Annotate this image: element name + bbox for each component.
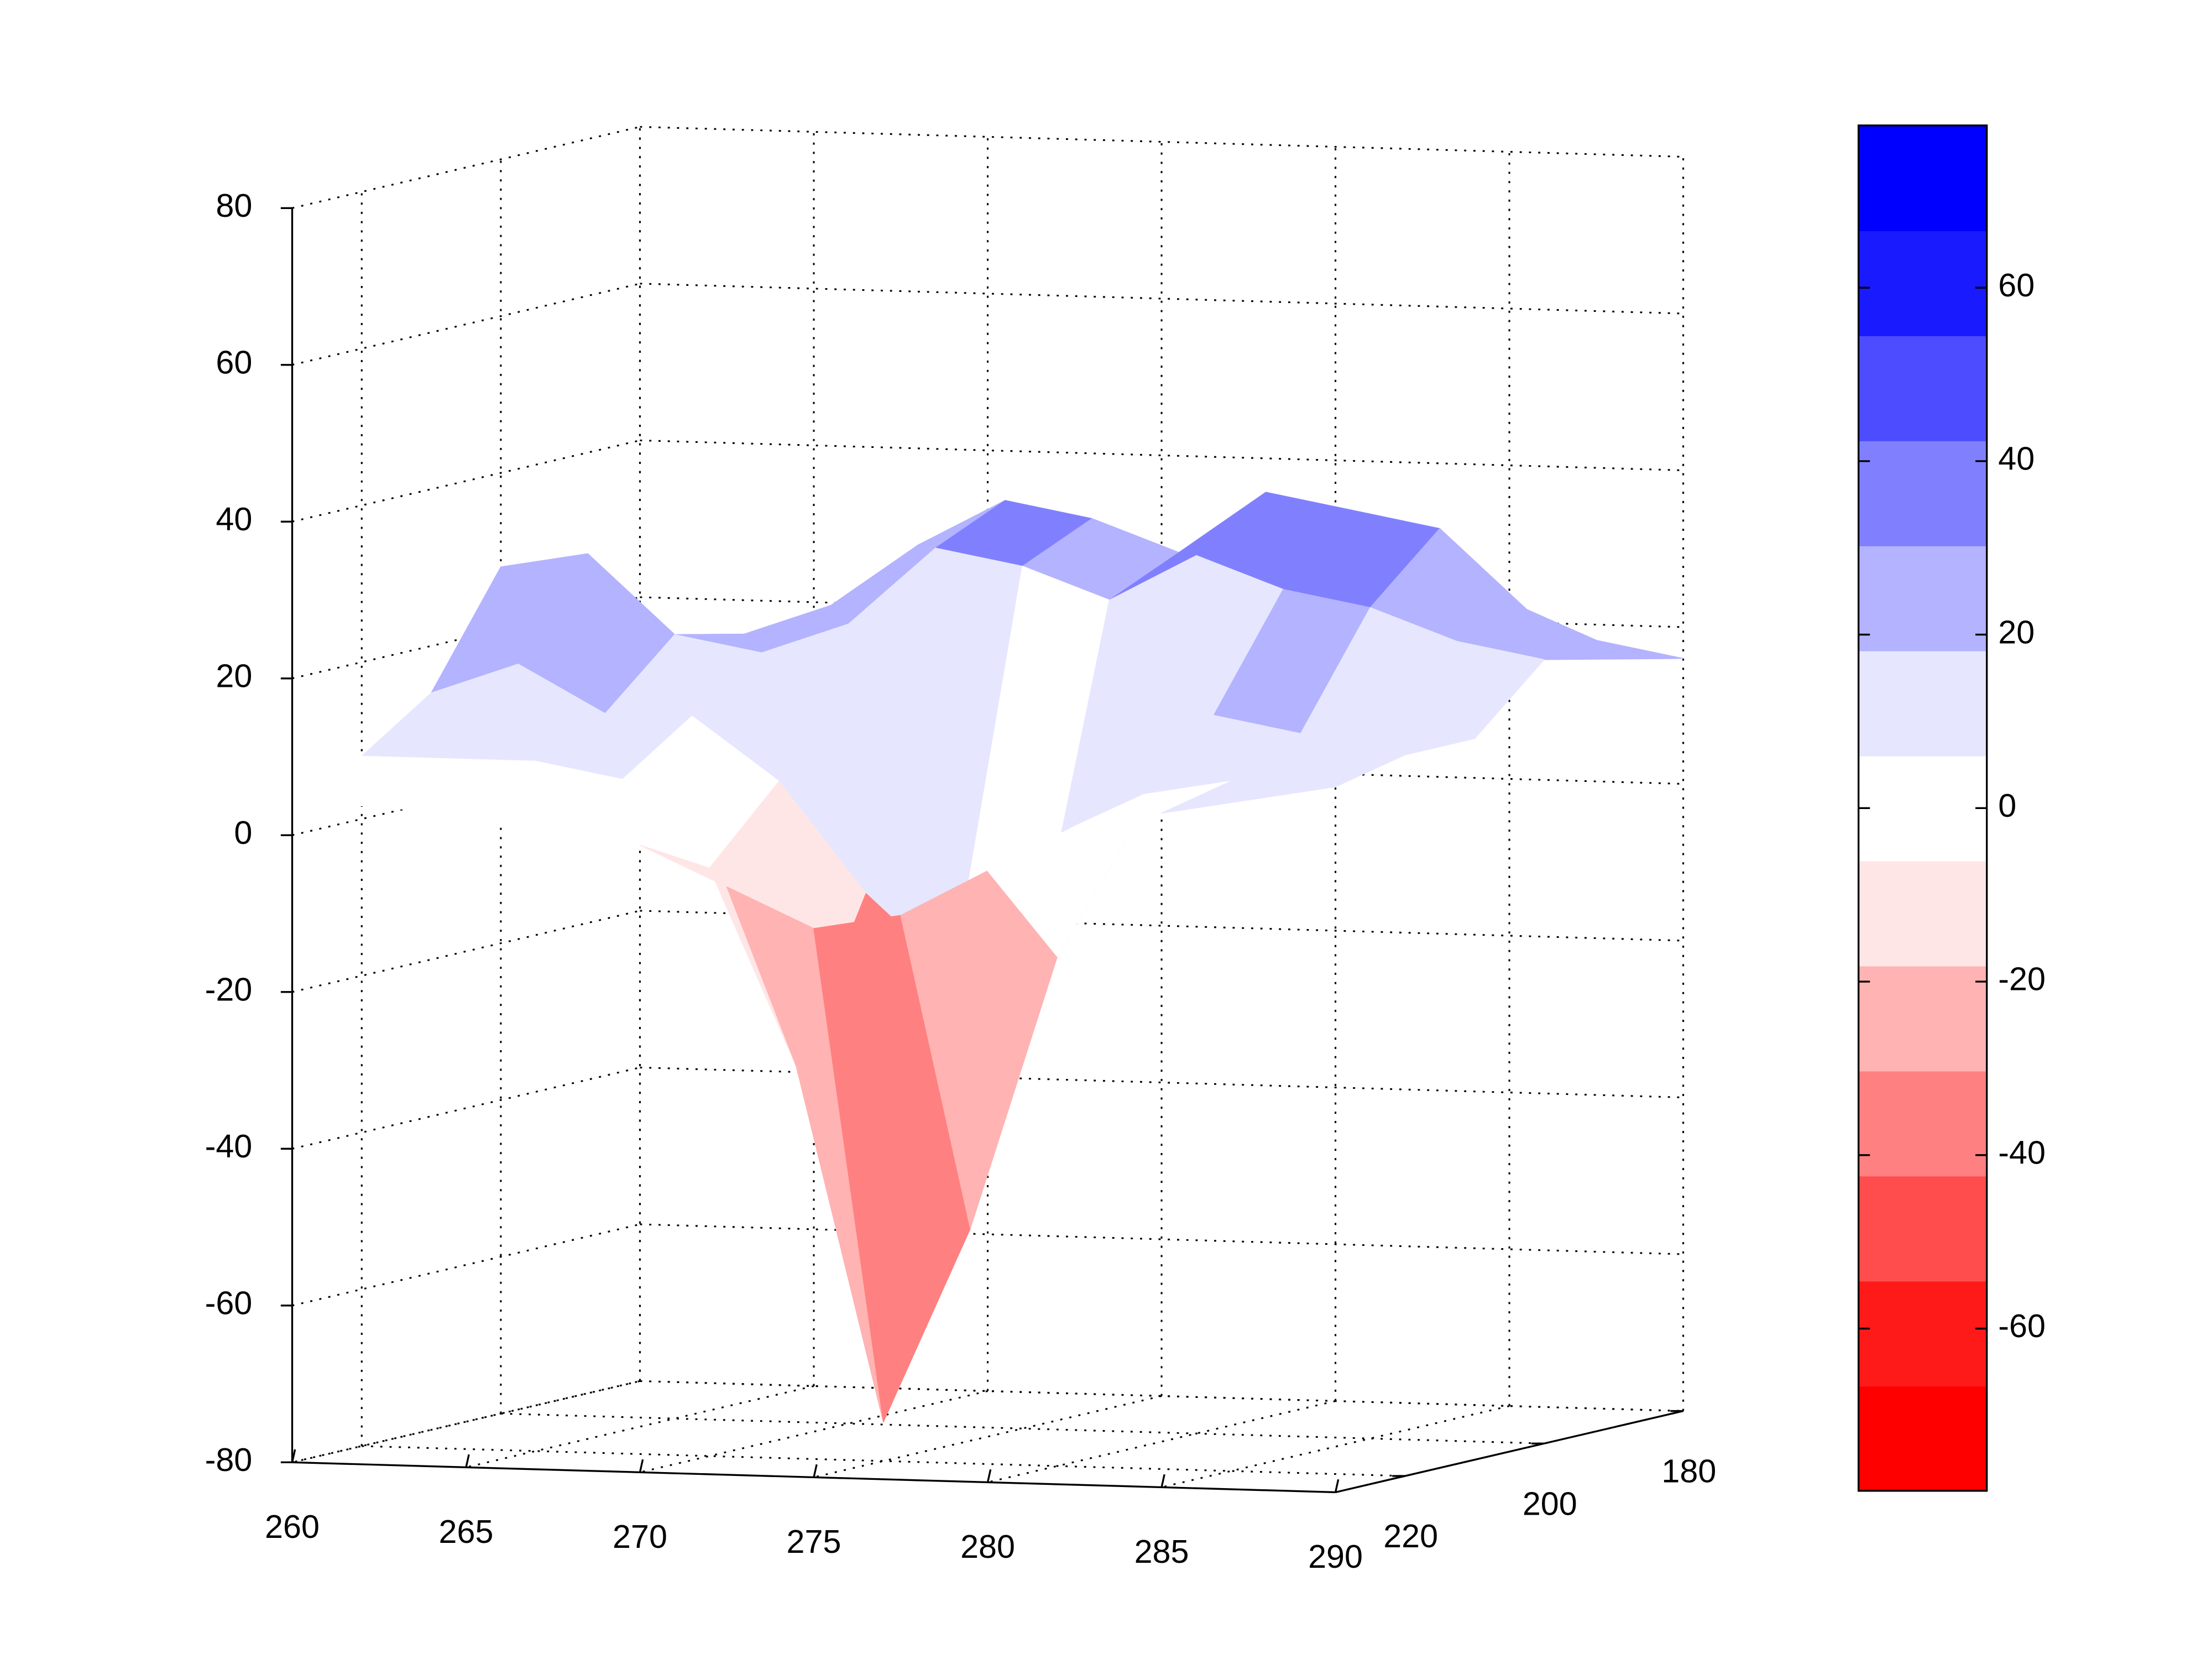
axes: -80 -60 -40 -20 0 20 40 60 80 260 265 270 275 280 285 2… [205, 187, 1717, 1575]
x-tick-label: 290 [1308, 1538, 1363, 1575]
grid-line [813, 1395, 1162, 1478]
z-tick-label: -80 [205, 1441, 253, 1478]
colorbar-band [1858, 860, 1987, 967]
x-tick-label: 270 [613, 1518, 667, 1555]
z-tick-label: 0 [234, 814, 252, 851]
colorbar-band [1858, 545, 1987, 651]
z-tick-label: 80 [216, 187, 252, 224]
grid-line [362, 1445, 1405, 1477]
grid-line [292, 910, 640, 993]
grid-line [640, 1066, 1683, 1099]
colorbar-band [1858, 1071, 1987, 1177]
y-tick-label: 220 [1383, 1517, 1438, 1554]
grid-line [640, 1390, 988, 1473]
grid-line [292, 1380, 640, 1463]
colorbar-tick-label: -60 [1998, 1307, 2046, 1344]
colorbar-band [1858, 966, 1987, 1072]
grid-line [292, 283, 640, 366]
x-tick-label: 275 [787, 1523, 841, 1560]
colorbar: -60 -40 -20 0 20 40 60 [1857, 124, 2046, 1492]
colorbar-band [1858, 650, 1987, 757]
x-tick-label: 285 [1134, 1533, 1189, 1570]
y-tick-label: 200 [1523, 1485, 1577, 1522]
colorbar-band [1858, 1385, 1987, 1492]
grid-line [640, 283, 1683, 315]
surface-face [1248, 754, 1406, 801]
z-tick-label: 40 [216, 500, 252, 538]
colorbar-tick-label: 20 [1998, 613, 2035, 650]
colorbar-band [1858, 1281, 1987, 1387]
x-tick [465, 1454, 470, 1468]
z-tick-label: 20 [216, 657, 252, 694]
grid-line [640, 439, 1683, 472]
colorbar-band [1858, 755, 1987, 862]
grid-line [1161, 1405, 1510, 1488]
colorbar-band [1858, 125, 1987, 232]
x-tick [813, 1464, 818, 1478]
colorbar-tick-label: -20 [1998, 961, 2046, 998]
colorbar-band [1858, 440, 1987, 546]
x-tick-label: 265 [439, 1513, 494, 1550]
colorbar-band [1858, 230, 1987, 336]
colorbar-tick-label: -40 [1998, 1134, 2046, 1171]
x-tick [1160, 1474, 1165, 1488]
y-axis [1335, 1410, 1683, 1494]
x-tick [639, 1459, 644, 1473]
z-tick-label: -40 [205, 1128, 253, 1165]
x-tick-label: 260 [265, 1508, 320, 1545]
z-tick-label: -20 [205, 971, 253, 1008]
grid-line [292, 126, 640, 209]
colorbar-band [1858, 1176, 1987, 1282]
y-tick-label: 180 [1661, 1453, 1716, 1490]
grid-line [500, 1412, 1545, 1444]
surface [291, 492, 1684, 1422]
z-tick-label: 60 [216, 343, 252, 380]
x-tick-label: 280 [960, 1528, 1015, 1565]
grid-line [292, 1223, 640, 1307]
grid-line [292, 439, 640, 523]
colorbar-tick-label: 60 [1998, 267, 2035, 304]
grid-line [640, 126, 1683, 158]
x-tick [291, 1449, 296, 1463]
colorbar-tick-label: 40 [1998, 440, 2035, 477]
x-tick [986, 1469, 992, 1483]
grid-line [987, 1400, 1336, 1483]
grid-line [292, 1066, 640, 1150]
z-tick-label: -60 [205, 1284, 253, 1321]
grid-line [466, 1385, 814, 1468]
colorbar-tick-label: 0 [1998, 787, 2016, 824]
colorbar-band [1858, 335, 1987, 441]
x-tick [1334, 1479, 1340, 1493]
grid-line [292, 1380, 640, 1463]
